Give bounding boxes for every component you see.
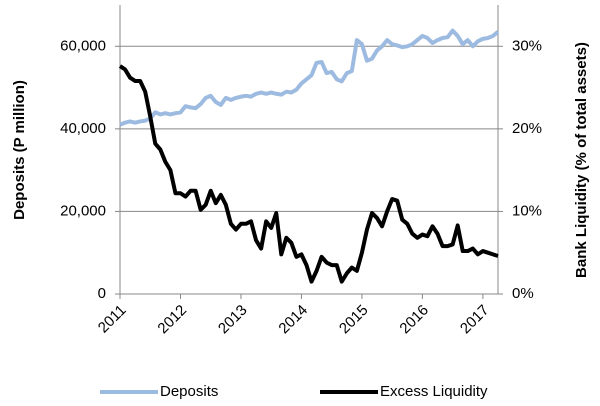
y-axis-title: Deposits (P million) [11,80,28,220]
x-tick-label: 2012 [154,302,190,338]
legend-label: Deposits [160,383,218,400]
x-tick-label: 2015 [336,302,372,338]
y2-tick-label: 30% [512,37,542,54]
y-tick-label: 40,000 [60,120,106,137]
y-tick-label: 0 [98,285,106,302]
series-line [118,64,499,284]
y2-tick-label: 20% [512,120,542,137]
y2-axis-title: Bank Liquidity (% of total assets) [573,42,590,278]
series-line [119,28,500,127]
x-tick-label: 2014 [275,302,311,338]
y-tick-label: 20,000 [60,202,106,219]
x-tick-label: 2011 [95,302,130,337]
x-tick-label: 2013 [215,302,251,338]
y2-tick-label: 0% [512,285,534,302]
y2-tick-label: 10% [512,202,542,219]
x-tick-label: 2017 [457,302,493,338]
x-tick-label: 2016 [396,302,432,338]
y-tick-label: 60,000 [60,37,106,54]
legend-label: Excess Liquidity [380,383,488,400]
